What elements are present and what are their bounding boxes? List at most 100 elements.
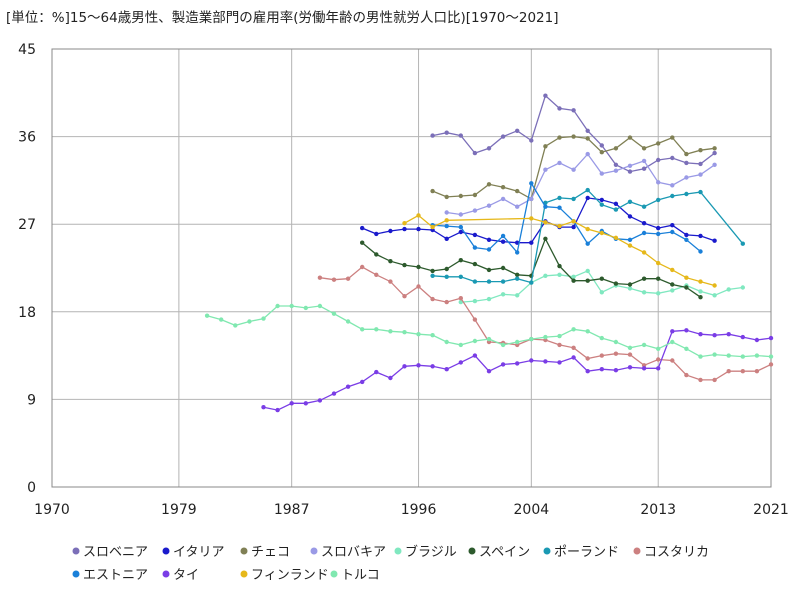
- data-point: [599, 353, 604, 358]
- data-point: [712, 238, 717, 243]
- data-point: [458, 212, 463, 217]
- data-point: [529, 138, 534, 143]
- data-point: [472, 261, 478, 267]
- y-tick-label: 0: [27, 480, 36, 496]
- data-point: [627, 169, 633, 174]
- data-point: [698, 377, 703, 383]
- x-axis-ticks: 1970 1979 1987 1996 2004 2013 2021: [34, 502, 789, 518]
- data-point: [656, 231, 661, 237]
- data-point: [670, 193, 675, 199]
- data-point: [458, 229, 463, 235]
- data-point: [754, 353, 760, 358]
- data-point: [613, 201, 619, 206]
- data-point: [430, 333, 435, 338]
- data-point: [430, 268, 435, 274]
- data-point: [641, 290, 647, 295]
- data-point: [515, 204, 520, 209]
- data-point: [641, 158, 647, 164]
- data-point: [458, 258, 463, 263]
- plot-frame: [51, 48, 772, 488]
- data-point: [444, 218, 449, 223]
- data-point: [599, 335, 604, 341]
- data-point: [388, 228, 393, 234]
- x-tick-label: 2004: [514, 502, 550, 518]
- data-point: [458, 193, 463, 199]
- data-point: [712, 146, 717, 151]
- data-point: [233, 323, 238, 328]
- legend-marker: [72, 547, 80, 555]
- data-point: [529, 216, 534, 221]
- data-point: [585, 128, 590, 133]
- data-point: [374, 369, 379, 375]
- data-point: [500, 292, 506, 297]
- data-point: [613, 339, 619, 345]
- data-point: [641, 221, 647, 226]
- data-point: [500, 196, 506, 202]
- data-point: [275, 303, 280, 309]
- data-point: [585, 151, 590, 157]
- data-point: [486, 182, 492, 187]
- data-point: [360, 379, 365, 385]
- data-point: [557, 160, 562, 166]
- data-point: [768, 362, 774, 367]
- data-point: [374, 252, 379, 257]
- data-point: [641, 204, 647, 209]
- data-point: [641, 342, 647, 348]
- data-point: [740, 354, 745, 359]
- data-point: [472, 245, 478, 250]
- data-point: [345, 276, 351, 281]
- series-9: [430, 181, 703, 255]
- data-point: [599, 276, 604, 281]
- data-point: [515, 250, 520, 255]
- data-point: [402, 364, 407, 369]
- data-point: [670, 288, 675, 293]
- data-point: [557, 135, 562, 140]
- data-point: [641, 166, 647, 171]
- data-point: [402, 226, 407, 232]
- data-point: [430, 188, 435, 194]
- data-point: [515, 361, 520, 366]
- data-point: [486, 279, 492, 284]
- legend-label: ブラジル: [405, 544, 457, 560]
- data-point: [388, 375, 393, 381]
- data-point: [360, 327, 365, 332]
- data-point: [585, 195, 590, 201]
- data-point: [515, 188, 520, 194]
- data-point: [627, 243, 633, 248]
- data-point: [670, 183, 675, 188]
- legend-item: フィンランド: [240, 568, 329, 583]
- data-point: [529, 181, 534, 186]
- data-point: [656, 197, 661, 203]
- data-point: [684, 191, 689, 197]
- data-point: [543, 167, 548, 172]
- series-4: [444, 151, 717, 217]
- data-point: [712, 283, 717, 288]
- legend-marker: [543, 547, 551, 555]
- data-point: [712, 333, 717, 338]
- data-point: [529, 280, 534, 285]
- data-point: [416, 363, 421, 368]
- series-line: [361, 197, 715, 244]
- data-point: [613, 146, 619, 151]
- data-point: [656, 366, 661, 371]
- legend-label: トルコ: [341, 568, 380, 583]
- data-point: [656, 141, 661, 146]
- legend-item: ポーランド: [543, 545, 619, 560]
- legend-marker: [162, 570, 170, 578]
- data-point: [740, 285, 745, 290]
- data-point: [684, 285, 689, 290]
- y-tick-label: 45: [18, 42, 36, 58]
- data-point: [698, 249, 703, 254]
- data-point: [684, 160, 689, 166]
- data-point: [360, 264, 365, 270]
- data-point: [698, 172, 703, 177]
- data-point: [726, 287, 731, 292]
- data-point: [656, 180, 661, 185]
- data-point: [486, 247, 492, 252]
- data-point: [500, 233, 506, 239]
- legend-marker: [330, 570, 338, 578]
- data-point: [698, 354, 703, 359]
- data-point: [712, 293, 717, 298]
- data-point: [726, 353, 731, 358]
